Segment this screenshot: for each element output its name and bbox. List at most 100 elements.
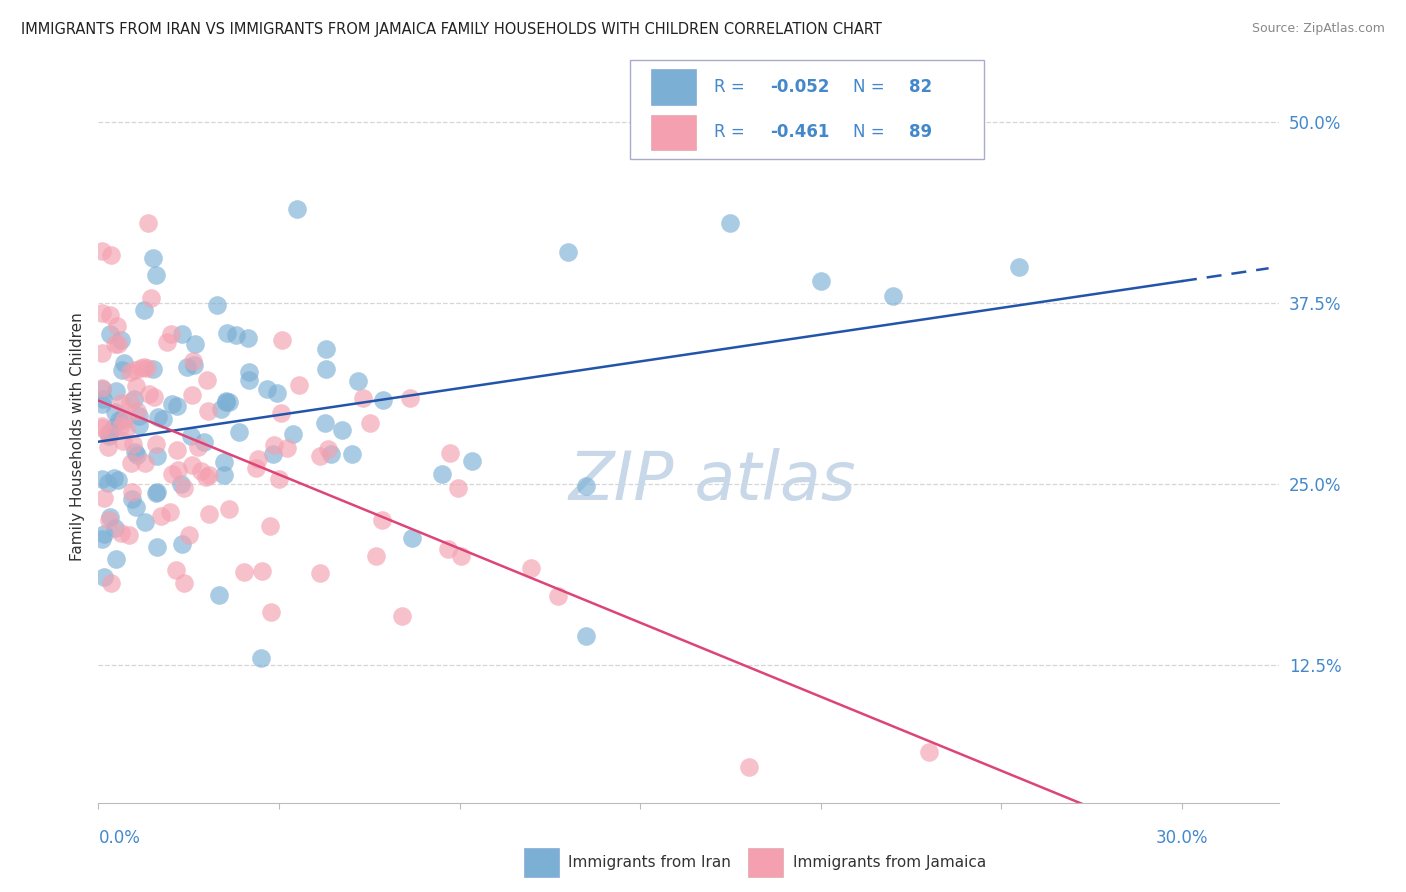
Point [228,425,250,439]
Point [146,410,169,425]
Point [218,395,240,409]
Point [91,244,114,259]
Point [139,291,162,305]
Point [112,410,135,425]
Point [193,434,215,449]
Point [720,216,742,230]
Point [146,484,169,499]
Text: -0.461: -0.461 [770,123,830,142]
Point [195,373,218,387]
Text: 89: 89 [908,123,932,142]
Point [170,327,193,342]
Point [450,549,472,563]
Point [156,334,179,349]
Point [176,360,198,375]
Point [91,346,114,360]
Y-axis label: Family Households with Children: Family Households with Children [69,313,84,561]
Point [138,386,160,401]
Point [401,531,423,545]
Point [100,576,122,591]
Point [91,472,114,486]
Point [215,326,238,341]
Point [315,362,337,376]
Point [104,337,127,351]
Point [1008,260,1031,274]
Point [107,473,129,487]
Point [252,564,274,578]
Point [110,333,132,347]
Point [283,427,305,442]
Point [152,411,174,425]
Point [145,486,167,500]
Point [104,384,127,398]
Point [737,759,759,773]
Point [165,563,187,577]
Point [314,416,336,430]
Point [91,420,114,434]
Point [250,651,273,665]
Point [128,417,150,432]
Point [125,500,148,514]
Point [346,375,368,389]
Point [271,333,294,347]
Point [136,361,159,376]
Point [309,566,332,581]
Bar [523,848,560,878]
Point [245,461,267,475]
Point [321,447,343,461]
Point [159,505,181,519]
Point [352,391,374,405]
Point [330,423,353,437]
Point [145,268,167,283]
Point [112,434,135,448]
Point [98,425,121,439]
Point [371,392,394,407]
Point [288,378,311,392]
Point [266,386,288,401]
Point [285,202,308,216]
Point [270,406,292,420]
Point [91,382,114,396]
Point [212,467,235,482]
Point [134,303,156,318]
Point [269,472,291,486]
Point [91,392,114,407]
Point [190,464,212,478]
Point [166,399,188,413]
Point [810,274,832,288]
Point [232,566,254,580]
Point [215,395,238,409]
Point [215,394,238,409]
Point [91,397,114,411]
Point [172,537,194,551]
Point [519,561,541,575]
Point [134,359,156,374]
Point [93,491,115,506]
Point [146,540,169,554]
Point [439,445,461,459]
Point [309,449,332,463]
Point [91,306,114,320]
Point [212,455,235,469]
Text: 30.0%: 30.0% [1156,829,1208,847]
Point [91,380,114,394]
Point [93,570,115,584]
Point [262,447,284,461]
Text: N =: N = [853,78,890,96]
Point [98,513,121,527]
Point [276,441,298,455]
Text: 82: 82 [908,78,932,96]
Point [98,509,121,524]
Text: IMMIGRANTS FROM IRAN VS IMMIGRANTS FROM JAMAICA FAMILY HOUSEHOLDS WITH CHILDREN : IMMIGRANTS FROM IRAN VS IMMIGRANTS FROM … [21,22,882,37]
Point [110,526,132,541]
Point [98,308,121,322]
Point [181,388,204,402]
Point [97,428,120,442]
Point [197,507,219,521]
Text: R =: R = [714,78,749,96]
Point [236,331,259,345]
Point [121,484,143,499]
Point [100,248,122,262]
Point [430,467,453,481]
Point [557,245,579,260]
